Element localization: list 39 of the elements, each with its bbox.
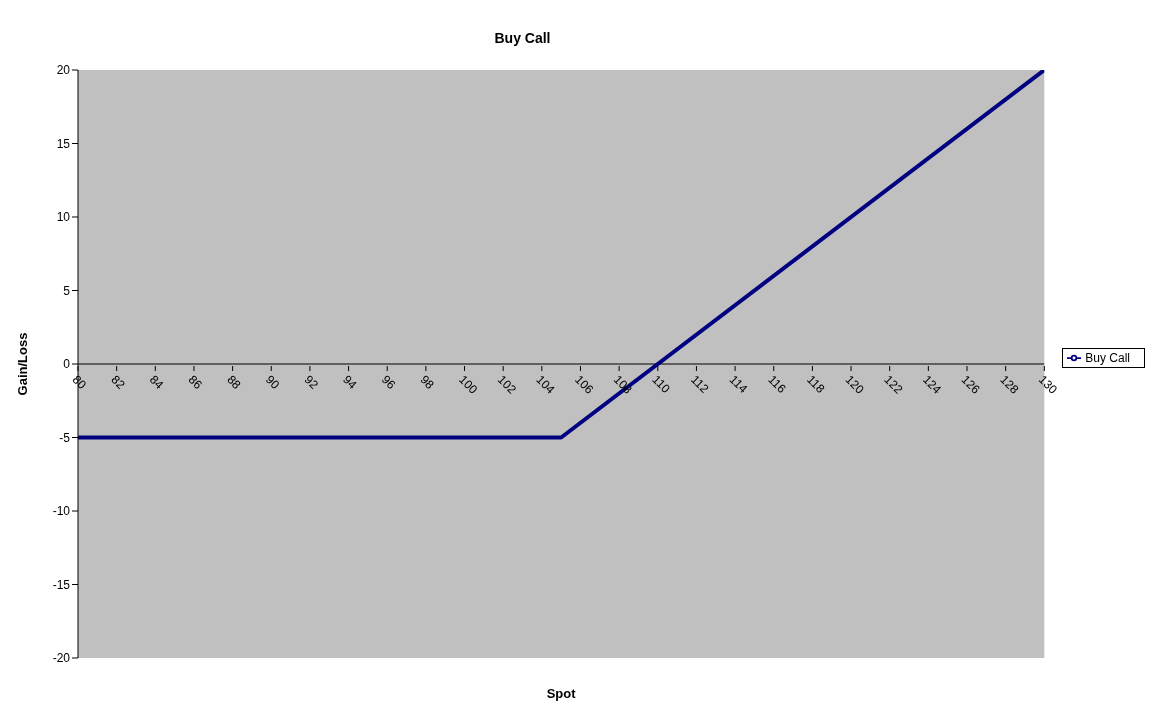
- y-tick-label: 10: [56, 210, 71, 225]
- y-tick-label: -15: [52, 577, 71, 592]
- y-axis-title: Gain/Loss: [14, 332, 30, 396]
- x-tick-label: 130: [1035, 372, 1061, 397]
- x-tick-label: 80: [69, 372, 90, 393]
- x-tick-label: 102: [494, 372, 520, 397]
- x-tick-label: 90: [262, 372, 283, 393]
- x-tick-label: 110: [649, 372, 674, 397]
- x-tick-label: 114: [726, 372, 751, 397]
- legend-label: Buy Call: [1085, 350, 1130, 365]
- x-tick-label: 98: [417, 372, 438, 393]
- x-tick-label: 82: [108, 372, 128, 393]
- x-tick-label: 106: [572, 372, 597, 397]
- x-tick-label: 112: [688, 372, 712, 397]
- y-tick-label: 0: [63, 357, 71, 372]
- x-tick-label: 108: [610, 372, 636, 397]
- x-tick-label: 96: [378, 372, 399, 393]
- x-tick-label: 92: [301, 372, 322, 393]
- x-tick-label: 100: [456, 372, 481, 397]
- x-tick-label: 116: [765, 372, 790, 397]
- x-tick-label: 104: [533, 372, 558, 397]
- x-tick-label: 84: [146, 372, 167, 393]
- y-tick-label: 20: [56, 63, 71, 78]
- x-tick-label: 126: [958, 372, 983, 397]
- x-tick-label: 128: [997, 372, 1022, 397]
- x-axis-title: Spot: [546, 686, 577, 701]
- y-tick-label: 5: [63, 283, 71, 298]
- x-tick-label: 88: [224, 372, 244, 393]
- x-tick-label: 94: [340, 372, 360, 393]
- chart-title: Buy Call: [493, 30, 552, 46]
- y-tick-label: 15: [56, 136, 71, 151]
- y-tick-label: -10: [52, 504, 71, 519]
- y-tick-label: -20: [52, 651, 71, 666]
- x-tick-label: 124: [920, 372, 945, 397]
- x-tick-label: 120: [842, 372, 867, 397]
- x-tick-label: 122: [881, 372, 906, 397]
- x-tick-label: 86: [185, 372, 206, 393]
- x-tick-label: 118: [804, 372, 828, 397]
- y-tick-label: -5: [59, 430, 71, 445]
